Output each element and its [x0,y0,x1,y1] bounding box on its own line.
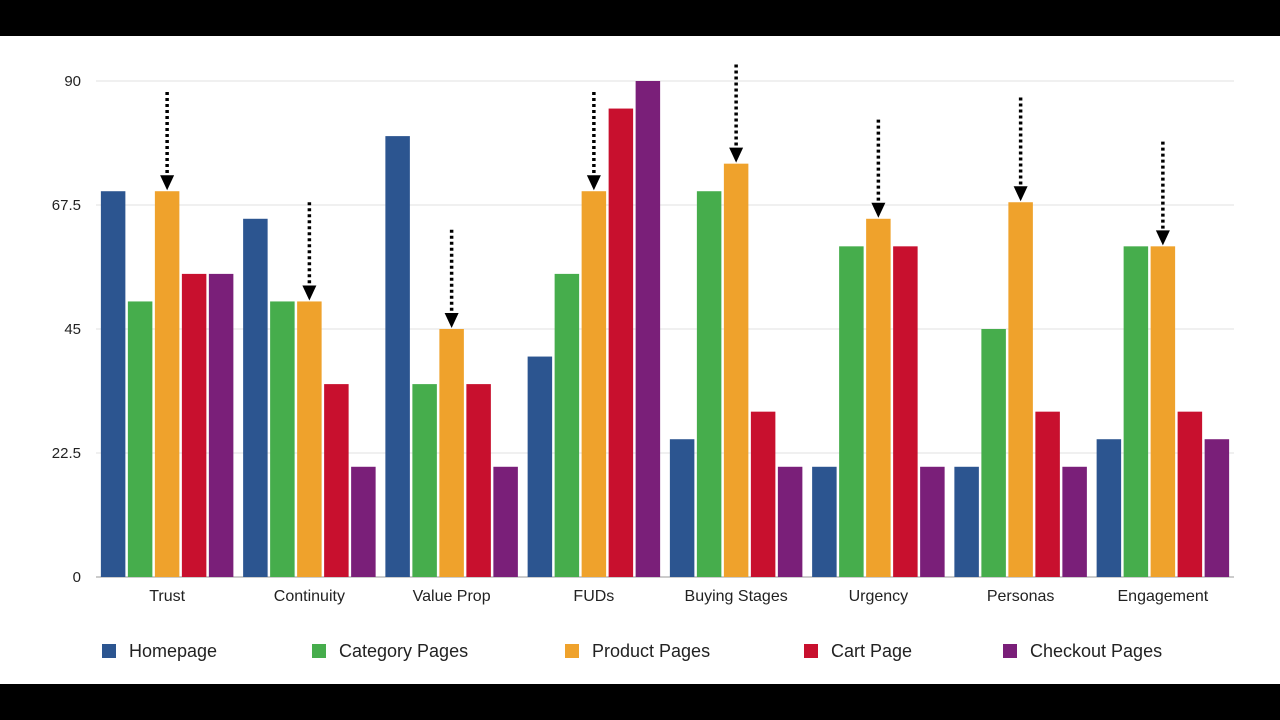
bar [466,384,491,577]
legend-label: Product Pages [592,641,710,661]
bar [324,384,349,577]
annotation-arrow-head [160,175,175,191]
bar [920,466,945,577]
bar [777,466,803,577]
bar [154,191,180,577]
y-tick-label: 22.5 [52,445,81,462]
legend-swatch [102,644,116,658]
bar [1096,439,1122,577]
legend-swatch [565,644,579,658]
y-tick-label: 45 [64,321,81,338]
bar [270,301,295,577]
chart-area: 0 22.5 45 67.5 90 Trust Continuity Value Prop F… [0,36,1280,684]
bar [1177,411,1203,577]
annotation-arrow-head [729,147,744,163]
bar [608,108,634,578]
x-category-label: Value Prop [413,588,491,605]
bar [1008,202,1033,577]
x-category-label: Personas [987,588,1055,605]
bar-chart: 0 22.5 45 67.5 90 Trust Continuity Value Prop F… [52,64,1234,661]
legend-label: Checkout Pages [1030,641,1162,661]
bar [954,466,979,577]
bar [493,466,518,577]
bar [412,384,437,577]
bar [750,411,776,577]
x-category-label: Buying Stages [685,588,788,605]
bar [669,439,695,577]
bar [696,191,722,577]
bar [181,273,207,577]
y-tick-label: 0 [73,569,81,586]
bar [527,356,553,577]
x-category-label: FUDs [573,588,614,605]
x-category-label: Continuity [274,588,345,605]
y-tick-label: 67.5 [52,197,81,214]
annotation-arrows [160,64,1170,328]
bar [723,163,749,577]
legend-label: Homepage [129,641,217,661]
bar [1123,246,1149,578]
bar [839,246,864,578]
annotation-arrow-head [302,285,317,301]
legend: Homepage Category Pages Product Pages Cart … [102,641,1162,661]
annotation-arrow-head [1155,230,1170,246]
legend-swatch [312,644,326,658]
x-category-label: Urgency [849,588,909,605]
y-tick-label: 90 [64,73,81,90]
bar [127,301,153,577]
bar [351,466,376,577]
x-category-label: Engagement [1118,588,1209,605]
bar [893,246,918,578]
bar [581,191,607,577]
bar [554,273,580,577]
legend-label: Cart Page [831,641,912,661]
bar [866,218,891,577]
bar [385,136,410,577]
annotation-arrow-head [1013,186,1028,202]
x-axis-labels: Trust Continuity Value Prop FUDs Buying Stag… [149,588,1209,605]
bar [635,81,661,577]
annotation-arrow-head [444,313,459,328]
bar [1204,439,1230,577]
bar [1150,246,1176,578]
bar [100,191,126,577]
legend-swatch [1003,644,1017,658]
bars [100,81,1230,578]
bar [439,329,464,577]
bar [1035,411,1060,577]
bar [812,466,837,577]
annotation-arrow-head [586,175,601,191]
y-axis-ticks: 0 22.5 45 67.5 90 [52,73,81,586]
bar [1062,466,1087,577]
legend-label: Category Pages [339,641,468,661]
bar [208,273,234,577]
x-category-label: Trust [149,588,185,605]
legend-swatch [804,644,818,658]
bar [981,329,1006,577]
bar [243,218,268,577]
bar [297,301,322,577]
annotation-arrow-head [871,202,886,218]
